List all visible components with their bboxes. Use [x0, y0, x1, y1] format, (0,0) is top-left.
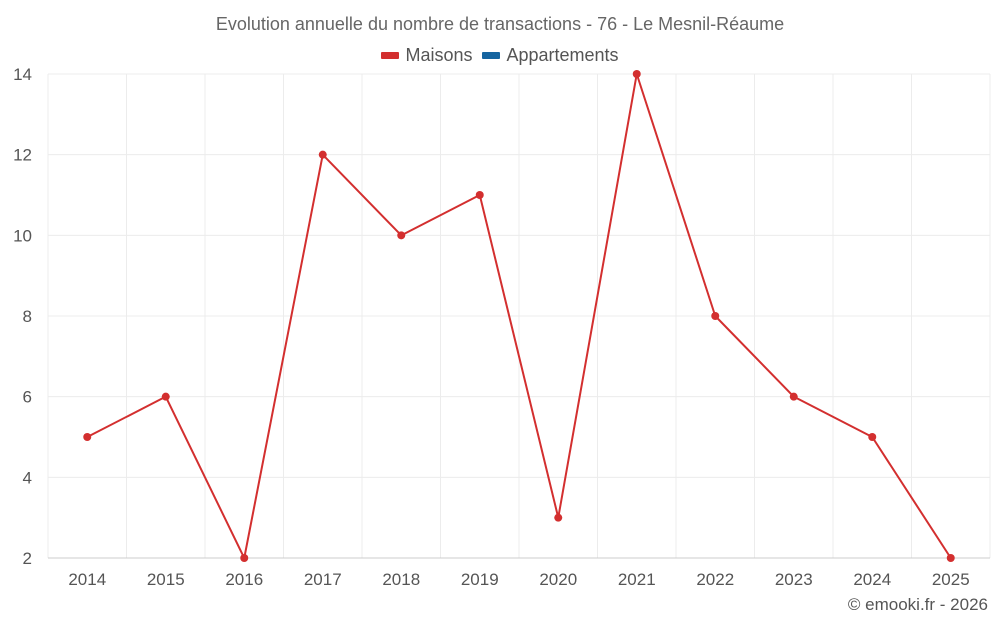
data-point: [161, 392, 170, 401]
data-point: [240, 554, 249, 562]
x-tick-label: 2016: [225, 570, 263, 589]
chart-title: Evolution annuelle du nombre de transact…: [215, 14, 785, 34]
y-tick-label: 8: [23, 307, 32, 326]
data-point: [397, 231, 406, 240]
y-tick-label: 2: [23, 549, 32, 568]
x-tick-label: 2014: [68, 570, 106, 589]
x-tick-label: 2018: [382, 570, 420, 589]
y-tick-label: 12: [13, 146, 32, 165]
y-tick-label: 4: [23, 468, 32, 487]
x-tick-label: 2024: [853, 570, 891, 589]
credit-text: © emooki.fr - 2026: [847, 595, 988, 614]
x-tick-label: 2015: [147, 570, 185, 589]
data-point: [318, 150, 327, 159]
y-tick-label: 10: [13, 226, 32, 245]
x-tick-label: 2021: [618, 570, 656, 589]
data-point: [789, 392, 798, 401]
legend-label-maisons: Maisons: [405, 45, 473, 65]
x-tick-label: 2025: [932, 570, 970, 589]
x-tick-label: 2017: [304, 570, 342, 589]
legend-swatch-maisons: [381, 52, 400, 59]
data-point: [83, 433, 92, 441]
x-tick-label: 2020: [539, 570, 577, 589]
data-point: [946, 554, 955, 562]
x-tick-label: 2023: [775, 570, 813, 589]
data-point: [475, 191, 484, 199]
data-point: [711, 312, 720, 320]
x-tick-label: 2019: [461, 570, 499, 589]
y-tick-label: 14: [13, 65, 32, 84]
x-tick-label: 2022: [696, 570, 734, 589]
data-point: [632, 70, 641, 78]
y-tick-label: 6: [23, 388, 32, 407]
series-line-maisons: [86, 73, 952, 559]
legend-swatch-appartements: [482, 52, 501, 59]
legend-item-maisons[interactable]: Maisons: [381, 45, 472, 66]
data-point: [554, 513, 563, 522]
chart-legend: Maisons Appartements: [0, 45, 1000, 66]
legend-label-appartements: Appartements: [506, 45, 619, 65]
data-point: [868, 433, 877, 441]
legend-item-appartements[interactable]: Appartements: [482, 45, 619, 66]
